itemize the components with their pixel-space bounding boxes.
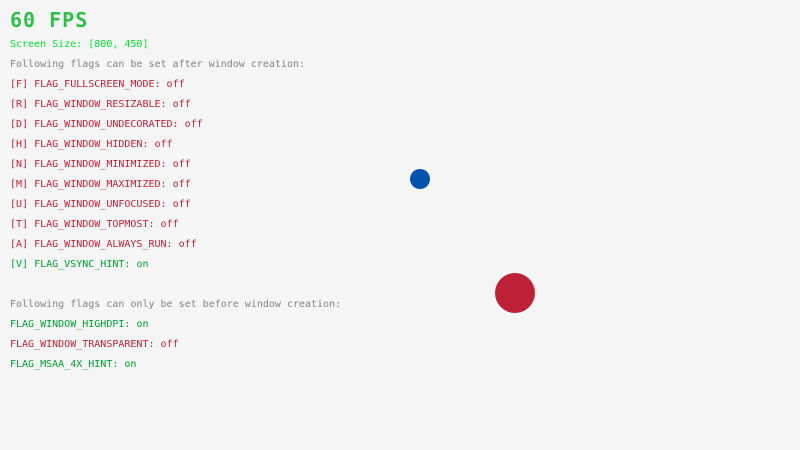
flag-label: [N] FLAG_WINDOW_MINIMIZED: — [10, 159, 173, 170]
flag-row: [N] FLAG_WINDOW_MINIMIZED: off — [10, 159, 191, 171]
flag-label: FLAG_MSAA_4X_HINT: — [10, 359, 125, 370]
flag-label: [V] FLAG_VSYNC_HINT: — [10, 259, 137, 270]
flag-state: off — [160, 219, 179, 230]
flag-label: [R] FLAG_WINDOW_RESIZABLE: — [10, 99, 173, 110]
flag-label: [F] FLAG_FULLSCREEN_MODE: — [10, 79, 167, 90]
flag-row: [T] FLAG_WINDOW_TOPMOST: off — [10, 219, 179, 231]
flag-state: off — [178, 239, 197, 250]
flag-row: FLAG_MSAA_4X_HINT: on — [10, 359, 136, 371]
flag-label: [U] FLAG_WINDOW_UNFOCUSED: — [10, 199, 173, 210]
flag-label: [A] FLAG_WINDOW_ALWAYS_RUN: — [10, 239, 179, 250]
flag-label: [D] FLAG_WINDOW_UNDECORATED: — [10, 119, 185, 130]
screen-size-label: Screen Size: [800, 450] — [10, 39, 149, 50]
flag-state: off — [172, 199, 191, 210]
flag-state: off — [172, 99, 191, 110]
flag-row: [H] FLAG_WINDOW_HIDDEN: off — [10, 139, 173, 151]
flag-row: [D] FLAG_WINDOW_UNDECORATED: off — [10, 119, 203, 131]
before-creation-header: Following flags can only be set before w… — [10, 299, 342, 310]
flag-label: [T] FLAG_WINDOW_TOPMOST: — [10, 219, 161, 230]
fps-counter: 60 FPS — [10, 8, 89, 32]
flag-label: [H] FLAG_WINDOW_HIDDEN: — [10, 139, 155, 150]
flag-row: FLAG_WINDOW_HIGHDPI: on — [10, 319, 148, 331]
flag-state: off — [172, 159, 191, 170]
red-ball — [495, 273, 535, 313]
blue-ball — [410, 169, 430, 189]
flag-state: off — [184, 119, 203, 130]
flag-row: [A] FLAG_WINDOW_ALWAYS_RUN: off — [10, 239, 197, 251]
flag-row: FLAG_WINDOW_TRANSPARENT: off — [10, 339, 179, 351]
after-creation-header: Following flags can be set after window … — [10, 59, 306, 70]
flag-state: off — [166, 79, 185, 90]
flag-state: on — [124, 359, 137, 370]
flag-row: [U] FLAG_WINDOW_UNFOCUSED: off — [10, 199, 191, 211]
flag-row: [F] FLAG_FULLSCREEN_MODE: off — [10, 79, 185, 91]
flag-label: FLAG_WINDOW_HIGHDPI: — [10, 319, 137, 330]
flag-row: [R] FLAG_WINDOW_RESIZABLE: off — [10, 99, 191, 111]
flag-state: off — [154, 139, 173, 150]
flag-label: [M] FLAG_WINDOW_MAXIMIZED: — [10, 179, 173, 190]
flag-row: [M] FLAG_WINDOW_MAXIMIZED: off — [10, 179, 191, 191]
flag-label: FLAG_WINDOW_TRANSPARENT: — [10, 339, 161, 350]
flag-state: off — [172, 179, 191, 190]
flag-state: off — [160, 339, 179, 350]
flag-state: on — [136, 259, 149, 270]
flag-row: [V] FLAG_VSYNC_HINT: on — [10, 259, 148, 271]
flag-state: on — [136, 319, 149, 330]
